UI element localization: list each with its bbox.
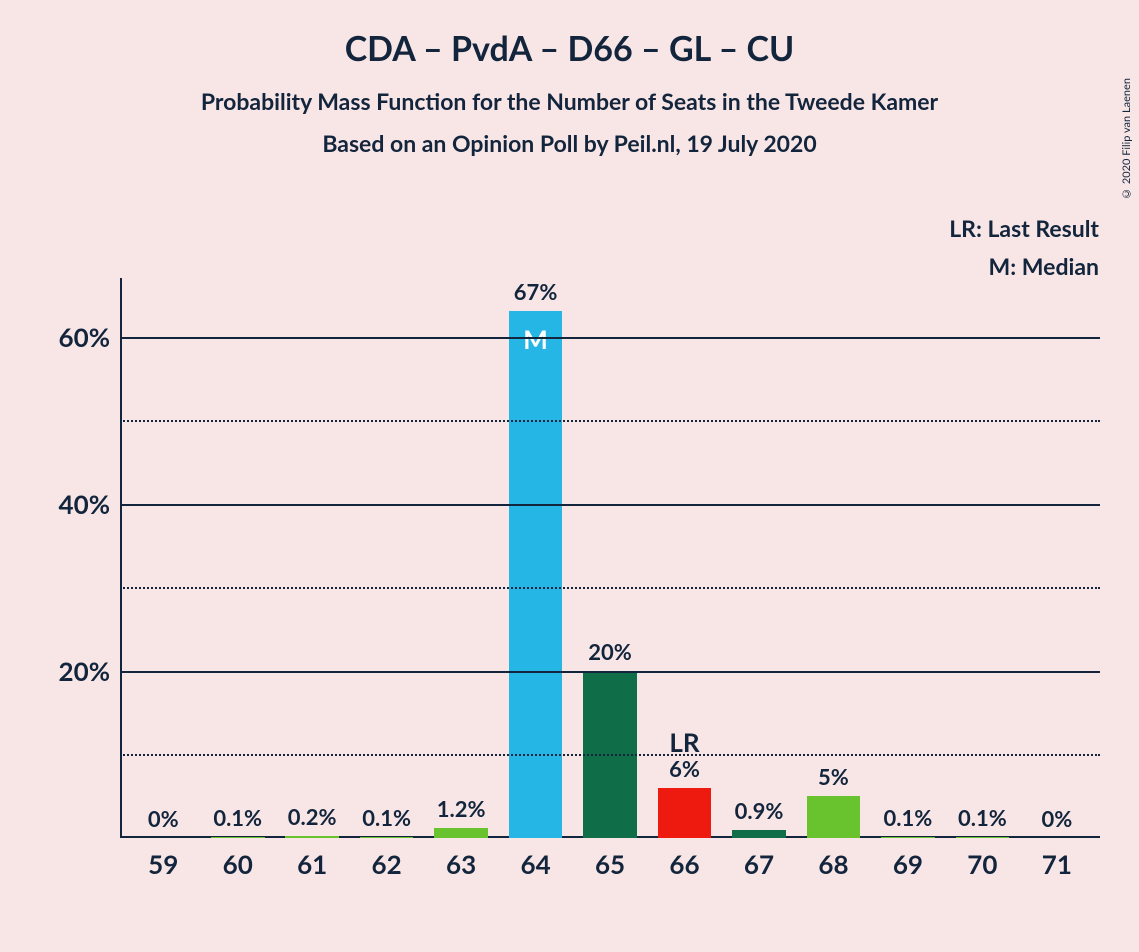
bar-mark: M [509,323,563,355]
bar [807,796,861,838]
bar-value-label: 6% [669,755,700,782]
x-tick-label: 70 [945,848,1019,880]
x-tick-label: 69 [871,848,945,880]
bar [211,837,265,838]
x-tick-label: 60 [200,848,274,880]
bar-mark: LR [658,726,712,758]
y-tick-label: 20% [10,655,110,687]
bar-value-label: 1.2% [437,795,486,822]
bar-value-label: 0.1% [362,804,411,831]
bar-value-label: 20% [588,638,632,665]
gridline-minor [120,587,1100,589]
chart-area: 0%0.1%0.2%0.1%1.2%67%M20%6%LR0.9%5%0.1%0… [120,278,1100,838]
chart-subtitle-2: Based on an Opinion Poll by Peil.nl, 19 … [0,129,1139,157]
x-ticks: 59606162636465666768697071 [120,848,1100,880]
chart-title: CDA – PvdA – D66 – GL – CU [0,28,1139,69]
bar [434,828,488,838]
bar: M [509,311,563,838]
bar-value-label: 0.2% [288,803,337,830]
x-tick-label: 63 [424,848,498,880]
legend-m: M: Median [949,252,1099,280]
legend-lr: LR: Last Result [949,214,1099,242]
gridline-major [120,671,1100,673]
bar: LR [658,788,712,838]
bar [732,830,786,838]
x-tick-label: 66 [647,848,721,880]
y-tick-label: 60% [10,321,110,353]
bar [881,837,935,838]
x-tick-label: 65 [573,848,647,880]
bar-value-label: 0.1% [884,804,933,831]
chart-subtitle-1: Probability Mass Function for the Number… [0,87,1139,115]
gridline-minor [120,420,1100,422]
x-tick-label: 68 [796,848,870,880]
x-tick-label: 64 [498,848,572,880]
gridline-major [120,504,1100,506]
bar-value-label: 67% [514,278,558,305]
gridline-major [120,337,1100,339]
x-tick-label: 71 [1020,848,1094,880]
x-tick-label: 62 [349,848,423,880]
bar-value-label: 0.1% [958,804,1007,831]
x-tick-label: 61 [275,848,349,880]
bar [285,836,339,838]
bar-value-label: 0.9% [735,797,784,824]
y-tick-label: 40% [10,488,110,520]
bar [956,837,1010,838]
bar-value-label: 0% [1041,805,1072,832]
x-tick-label: 59 [126,848,200,880]
bar [360,837,414,838]
copyright: © 2020 Filip van Laenen [1120,78,1133,200]
bar-value-label: 0% [148,805,179,832]
gridline-minor [120,754,1100,756]
x-tick-label: 67 [722,848,796,880]
bar-value-label: 5% [818,763,849,790]
bar-value-label: 0.1% [213,804,262,831]
